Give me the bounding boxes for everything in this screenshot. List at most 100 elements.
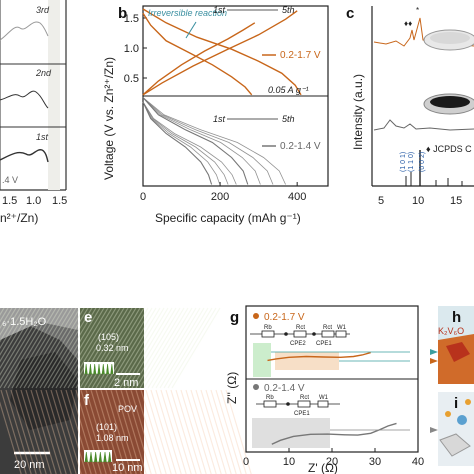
panel-c: c ♦♦ * (0 0 2) (1 0 1) (1 1 0) ♦ JCPDS C… (346, 5, 474, 207)
circuit-bottom-rct (297, 400, 311, 408)
panel-b-ytick: 0.5 (124, 73, 139, 85)
lattice-fringe (0, 307, 25, 350)
lattice-fringe (0, 401, 22, 474)
panel-a-xtick-2: 1.0 (26, 195, 41, 207)
circuit-top-node2 (312, 332, 316, 336)
lattice-fringe (15, 307, 65, 389)
panel-b-series-bottom-intermediate (142, 101, 229, 185)
circuit-top-label-cpe2: CPE2 (290, 341, 306, 347)
lattice-fringe (159, 307, 209, 389)
panel-b-xticks: 0 200 400 (140, 182, 306, 203)
lattice-fringe (83, 307, 133, 389)
panel-b-annotation: Irreversible reaction (148, 8, 227, 18)
panel-c-ylabel: Intensity (a.u.) (351, 74, 365, 150)
lattice-fringe (225, 389, 252, 474)
lattice-fringe (7, 307, 57, 389)
panel-c-vial-orange-inner (430, 32, 470, 44)
lattice-fringe (0, 307, 13, 330)
panel-b-legend-bottom: 0.2-1.4 V (280, 141, 321, 152)
panel-h-formula: K₂V₆O (438, 326, 464, 336)
panel-c-marker-1: ♦♦ (404, 19, 412, 28)
circuit-top-rb (261, 330, 275, 338)
lattice-fringe (55, 307, 105, 389)
panel-i-arrowhead (430, 427, 438, 433)
lattice-fringe (0, 307, 21, 343)
circuit-top-label-w1: W1 (337, 325, 347, 331)
lattice-fringe (167, 307, 217, 389)
panel-g-xtick: 10 (283, 456, 295, 468)
panel-d-scale: 20 nm (14, 459, 45, 471)
lattice-fringe (143, 307, 193, 389)
lattice-fringe (0, 307, 17, 336)
circuit-top-rct1 (293, 330, 307, 338)
circuit-top-label-cpe1: CPE1 (316, 341, 332, 347)
panel-c-xtick-1: 5 (378, 195, 384, 207)
panel-f-plane: (101) (96, 422, 117, 432)
panel-a: 3rd 2nd 1st .4 V 1.5 1.0 1.5 n²⁺/Zn) (0, 0, 67, 225)
lattice-fringe (195, 389, 222, 474)
panel-b-ytick: 1.5 (124, 13, 139, 25)
lattice-fringe (0, 307, 45, 383)
lattice-fringe (75, 307, 125, 389)
lattice-fringe (135, 307, 185, 389)
panel-g-highlight-green (253, 343, 271, 377)
panel-b-xtick: 400 (288, 191, 306, 203)
panel-b-top-5th: 5th (282, 5, 295, 15)
panel-a-curve-3rd (0, 21, 49, 41)
panel-b-series-bottom-5 (142, 97, 249, 185)
lattice-fringe (35, 307, 85, 389)
lattice-fringe (150, 389, 177, 474)
lattice-fringe (180, 389, 207, 474)
lattice-fringe (139, 307, 189, 389)
panel-c-jcpds: ♦ JCPDS C (426, 144, 472, 154)
panel-g-legend-top: 0.2-1.7 V (264, 312, 305, 323)
panel-g-xticks: 0 10 20 30 40 (243, 448, 424, 468)
lattice-fringe (35, 389, 62, 474)
lattice-fringe (99, 307, 149, 389)
panel-g-legend-top-marker (253, 313, 259, 319)
panel-g-ylabel: Z'' (Ω) (225, 372, 239, 404)
lattice-fringe (125, 389, 152, 474)
panel-b-xtick: 0 (140, 191, 146, 203)
panel-b-letter: b (118, 5, 127, 22)
panel-a-xlabel: n²⁺/Zn) (0, 211, 38, 225)
lattice-fringe (171, 307, 221, 389)
panel-c-miller-2: (1 0 1) (400, 152, 407, 172)
lattice-fringe (11, 307, 61, 389)
panel-e-letter: e (84, 309, 92, 326)
panel-g-xtick: 0 (243, 456, 249, 468)
lattice-fringe (151, 307, 201, 389)
panel-b-annotation-arrow (185, 21, 197, 39)
lattice-fringe (130, 389, 157, 474)
lattice-fringe (0, 307, 41, 376)
panel-a-xtick-3: 1.5 (52, 195, 67, 207)
lattice-fringe (0, 307, 49, 389)
lattice-fringe (155, 307, 205, 389)
lattice-fringe (91, 307, 141, 389)
lattice-fringe (220, 389, 247, 474)
panel-f-letter: f (84, 392, 90, 409)
panel-g-xtick: 20 (326, 456, 338, 468)
panel-c-miller-1: (0 0 2) (419, 152, 426, 172)
lattice-fringe (51, 307, 101, 389)
lattice-fringe (160, 389, 187, 474)
circuit-top-label-rct1: Rct (296, 325, 305, 331)
lattice-fringe (103, 307, 153, 389)
panel-b-ylabel: Voltage (V vs. Zn²⁺/Zn) (102, 57, 116, 180)
panel-b-series-top-0 (142, 12, 253, 96)
lattice-fringe (0, 307, 37, 370)
lattice-fringe (3, 307, 53, 389)
circuit-bottom-label-cpe1: CPE1 (294, 411, 310, 417)
panel-b-bottom-1st: 1st (213, 114, 226, 124)
lattice-fringe (215, 389, 242, 474)
lattice-fringe (135, 389, 162, 474)
lattice-fringe (165, 389, 192, 474)
panel-b-series-top-1 (142, 22, 256, 96)
panel-g-series-bottom (271, 422, 397, 445)
lattice-fringe (15, 389, 42, 474)
panel-e-fringes (0, 307, 221, 389)
panel-a-xtick-1: 1.5 (2, 195, 17, 207)
intensity-profile (84, 451, 112, 463)
panel-h-arrowhead-1 (430, 349, 438, 355)
